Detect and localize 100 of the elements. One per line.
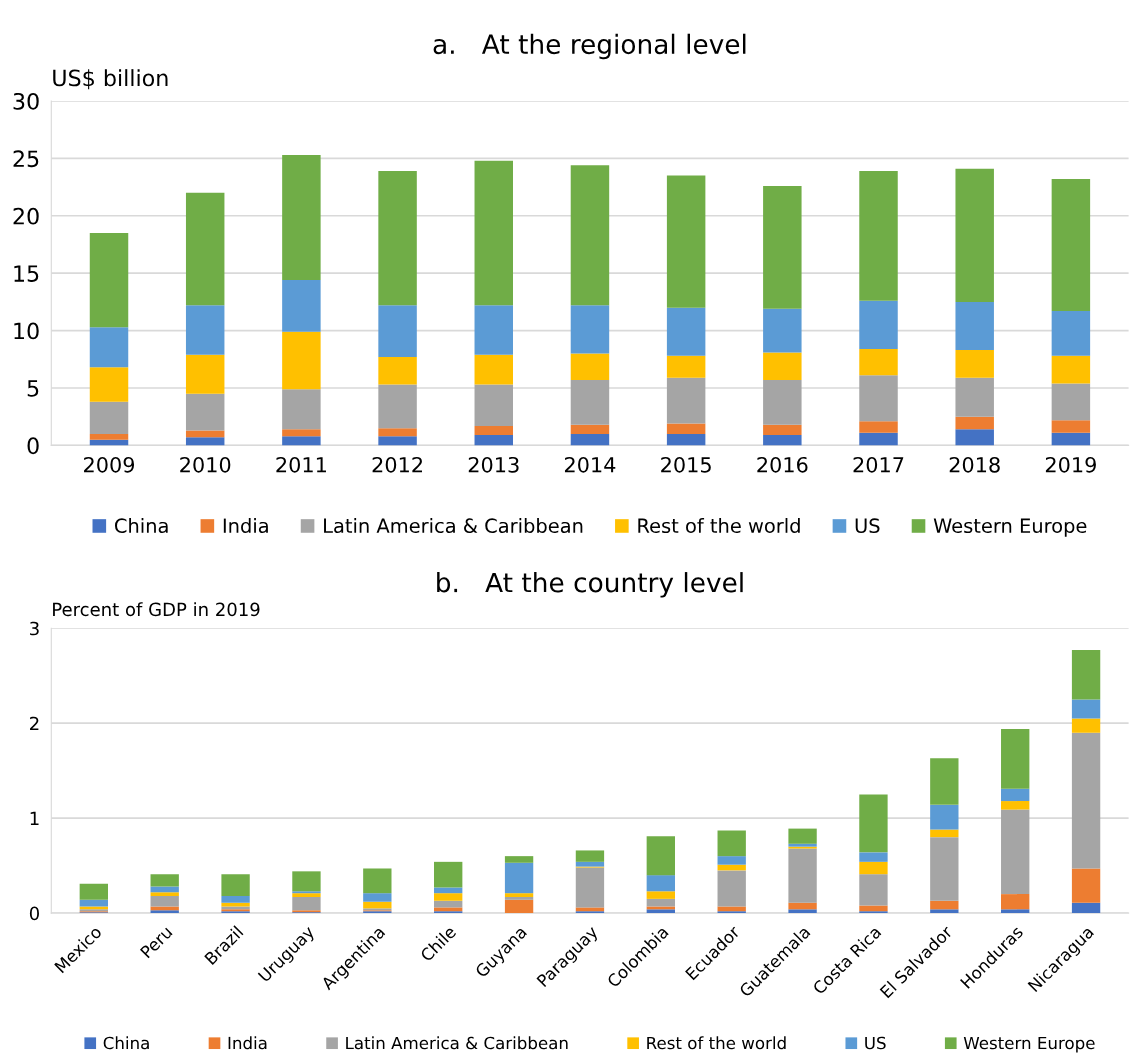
legend-label: Western Europe <box>933 518 1087 537</box>
bar <box>570 424 610 434</box>
bar <box>1051 355 1091 384</box>
bar <box>930 758 959 805</box>
y-tick-label: 0 <box>29 906 39 921</box>
bar <box>575 907 605 912</box>
bar <box>859 794 888 853</box>
bar <box>378 305 417 357</box>
bar <box>930 909 959 914</box>
bar <box>89 433 129 440</box>
bar <box>150 906 179 911</box>
bar <box>1071 650 1101 700</box>
bar <box>1051 311 1091 356</box>
legend-label: Latin America & Caribbean <box>346 1036 568 1050</box>
bar <box>1071 902 1101 914</box>
bar <box>930 837 959 901</box>
bar <box>504 862 534 894</box>
bar <box>1051 383 1091 421</box>
bar <box>185 430 225 438</box>
y-tick-label: 0 <box>27 437 39 455</box>
legend-label: Western Europe <box>963 1036 1095 1053</box>
bar <box>434 861 463 888</box>
bar <box>859 171 898 301</box>
bar <box>185 305 225 355</box>
legend-label: Rest of the world <box>647 1036 786 1050</box>
bar <box>150 896 179 907</box>
bar <box>717 830 746 857</box>
bar <box>930 900 959 910</box>
x-tick-label: 2013 <box>468 456 519 473</box>
bar <box>378 384 417 429</box>
bar <box>1001 788 1030 802</box>
y-tick-label: 3 <box>30 621 39 636</box>
bar <box>955 377 994 417</box>
bar <box>1071 868 1101 903</box>
bar <box>363 901 392 909</box>
bar <box>666 355 706 378</box>
bar <box>185 354 225 394</box>
bar <box>666 423 706 434</box>
bar <box>646 891 675 899</box>
bar <box>1071 718 1101 733</box>
legend-label: US <box>855 518 880 534</box>
bar <box>788 848 817 903</box>
bar <box>955 429 994 446</box>
bar <box>504 856 534 863</box>
x-tick-label: 2019 <box>1045 456 1096 473</box>
bar <box>859 348 898 376</box>
bar <box>363 868 392 894</box>
x-tick-label: 2015 <box>661 456 711 473</box>
bar <box>646 836 675 876</box>
bar <box>788 909 817 914</box>
bar <box>1001 894 1030 910</box>
y-tick-label: 25 <box>13 150 39 168</box>
bar <box>570 165 610 306</box>
y-tick-label: 5 <box>27 380 39 397</box>
bar <box>185 437 225 446</box>
bar <box>570 433 610 446</box>
bar <box>292 896 321 911</box>
bar <box>282 331 321 390</box>
bar <box>859 421 898 433</box>
y-tick-label: 20 <box>13 207 39 225</box>
bar <box>1001 801 1030 810</box>
bar <box>955 350 994 378</box>
bar <box>221 874 250 897</box>
bar <box>575 867 605 908</box>
bar <box>221 896 250 903</box>
bar <box>378 428 417 437</box>
bar <box>292 871 321 892</box>
y-tick-label: 15 <box>14 265 39 282</box>
bar <box>859 432 898 446</box>
bar <box>1071 732 1101 869</box>
legend-label: China <box>114 518 168 534</box>
bar <box>150 874 179 887</box>
bar <box>150 910 179 914</box>
bar <box>666 175 706 308</box>
bar <box>89 233 129 328</box>
bar <box>282 154 321 281</box>
bar <box>474 160 513 306</box>
bar <box>955 301 994 351</box>
bar <box>378 171 417 306</box>
bar <box>1071 699 1101 719</box>
y-axis-title: US$ billion <box>53 69 168 90</box>
bar <box>89 401 129 434</box>
bar <box>282 280 321 332</box>
bar <box>763 435 802 446</box>
y-tick-label: 30 <box>13 92 39 110</box>
bar <box>282 436 321 446</box>
bar <box>1051 179 1091 312</box>
bar <box>859 375 898 422</box>
bar <box>930 804 959 830</box>
bar <box>570 305 610 354</box>
bar <box>646 875 675 892</box>
x-tick-label: 2016 <box>757 456 808 473</box>
bar <box>666 307 706 356</box>
bar <box>717 870 746 907</box>
legend-label: Rest of the world <box>638 518 800 534</box>
bar <box>570 379 610 425</box>
y-tick-label: 2 <box>30 716 39 731</box>
bar <box>89 327 129 368</box>
bar <box>646 909 675 914</box>
bar <box>763 424 802 436</box>
